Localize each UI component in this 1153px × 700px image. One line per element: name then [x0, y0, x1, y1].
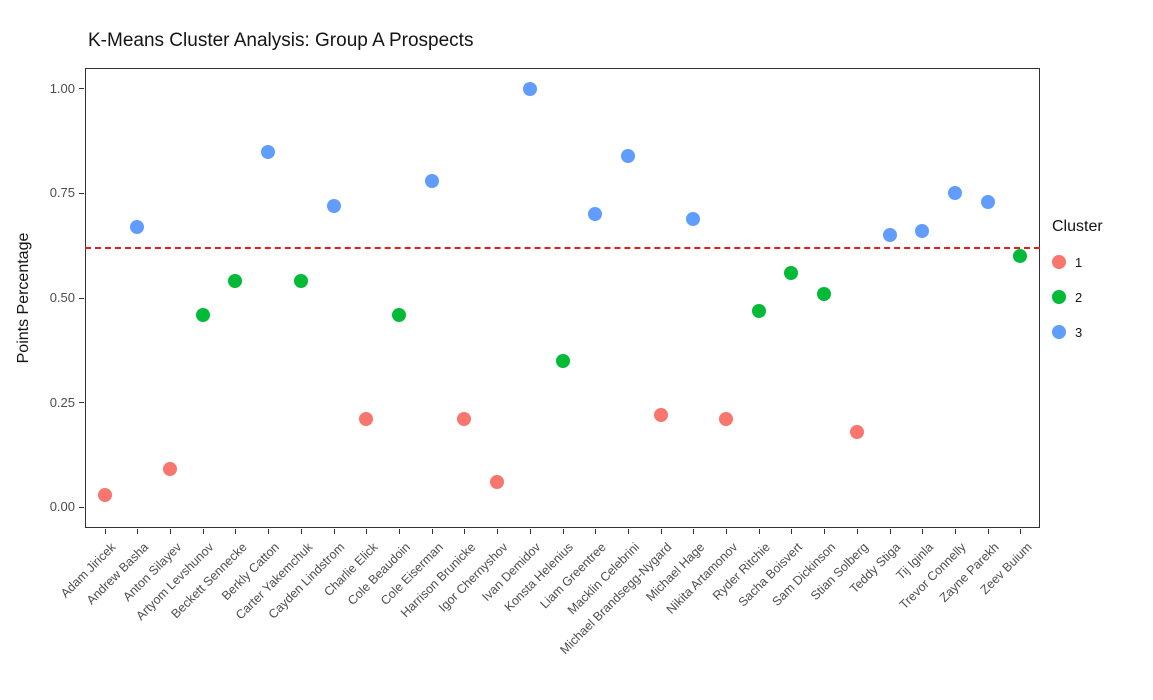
x-tick-mark: [268, 529, 270, 534]
data-point: [849, 424, 864, 439]
data-point: [391, 307, 406, 322]
data-point: [457, 412, 472, 427]
x-tick-mark: [922, 529, 924, 534]
x-tick-mark: [170, 529, 172, 534]
x-tick-mark: [562, 529, 564, 534]
y-tick-label: 0.25: [49, 394, 75, 410]
data-point: [261, 144, 276, 159]
x-tick-mark: [464, 529, 466, 534]
y-tick-mark: [79, 506, 84, 508]
y-tick-mark: [79, 297, 84, 299]
data-point: [326, 199, 341, 213]
data-point: [784, 265, 799, 280]
data-point: [424, 173, 439, 188]
legend-item-cluster-2: 2: [1052, 285, 1103, 309]
x-tick-mark: [333, 529, 335, 534]
data-point: [293, 274, 308, 289]
cluster-3-swatch-icon: [1052, 325, 1066, 339]
data-point: [97, 487, 112, 502]
x-tick-mark: [1020, 529, 1022, 534]
data-point: [359, 412, 374, 427]
x-tick-mark: [300, 529, 302, 534]
data-point: [719, 412, 734, 427]
data-point: [130, 219, 145, 234]
y-tick-mark: [79, 88, 84, 90]
x-tick-mark: [987, 529, 989, 534]
x-tick-mark: [137, 529, 139, 534]
data-point: [1013, 249, 1028, 264]
data-point: [915, 224, 930, 239]
x-tick-mark: [529, 529, 531, 534]
legend-item-label: 2: [1075, 289, 1083, 305]
data-point: [522, 81, 537, 96]
y-tick-label: 0.75: [49, 185, 75, 201]
chart-title: K-Means Cluster Analysis: Group A Prospe…: [88, 30, 474, 51]
data-point: [882, 228, 897, 243]
reference-line: [85, 246, 1040, 249]
x-tick-mark: [104, 529, 106, 534]
x-tick-mark: [627, 529, 629, 534]
legend-item-label: 1: [1075, 254, 1083, 270]
data-point: [817, 286, 832, 301]
x-tick-mark: [660, 529, 662, 534]
x-tick-mark: [824, 529, 826, 534]
data-point: [228, 274, 243, 289]
x-tick-mark: [693, 529, 695, 534]
y-tick-mark: [79, 402, 84, 404]
data-point: [555, 353, 570, 368]
plot-panel: [85, 68, 1040, 528]
data-point: [620, 148, 635, 163]
data-point: [195, 307, 210, 322]
data-point: [686, 211, 701, 226]
data-point: [588, 207, 603, 222]
x-tick-mark: [497, 529, 499, 534]
legend: Cluster 1 2 3: [1052, 218, 1103, 355]
y-tick-mark: [79, 192, 84, 194]
x-tick-mark: [398, 529, 400, 534]
data-point: [947, 186, 962, 201]
data-point: [490, 475, 505, 489]
x-tick-mark: [202, 529, 204, 534]
x-tick-mark: [235, 529, 237, 534]
y-tick-label: 0.50: [49, 290, 75, 305]
data-point: [980, 194, 995, 209]
data-point: [163, 462, 178, 477]
legend-item-label: 3: [1075, 324, 1083, 340]
x-tick-mark: [954, 529, 956, 534]
x-tick-mark: [726, 529, 728, 534]
x-tick-mark: [595, 529, 597, 534]
legend-item-cluster-1: 1: [1052, 250, 1103, 274]
legend-title: Cluster: [1052, 218, 1103, 235]
cluster-1-swatch-icon: [1052, 255, 1066, 269]
y-tick-label: 1.00: [49, 80, 75, 96]
x-tick-mark: [366, 529, 368, 534]
x-tick-mark: [889, 529, 891, 534]
x-tick-mark: [758, 529, 760, 534]
x-tick-mark: [791, 529, 793, 534]
data-point: [751, 303, 766, 318]
cluster-2-swatch-icon: [1052, 290, 1066, 304]
y-tick-label: 0.00: [49, 499, 75, 515]
legend-item-cluster-3: 3: [1052, 320, 1103, 344]
data-point: [653, 408, 668, 423]
x-tick-mark: [856, 529, 858, 534]
x-tick-mark: [431, 529, 433, 534]
